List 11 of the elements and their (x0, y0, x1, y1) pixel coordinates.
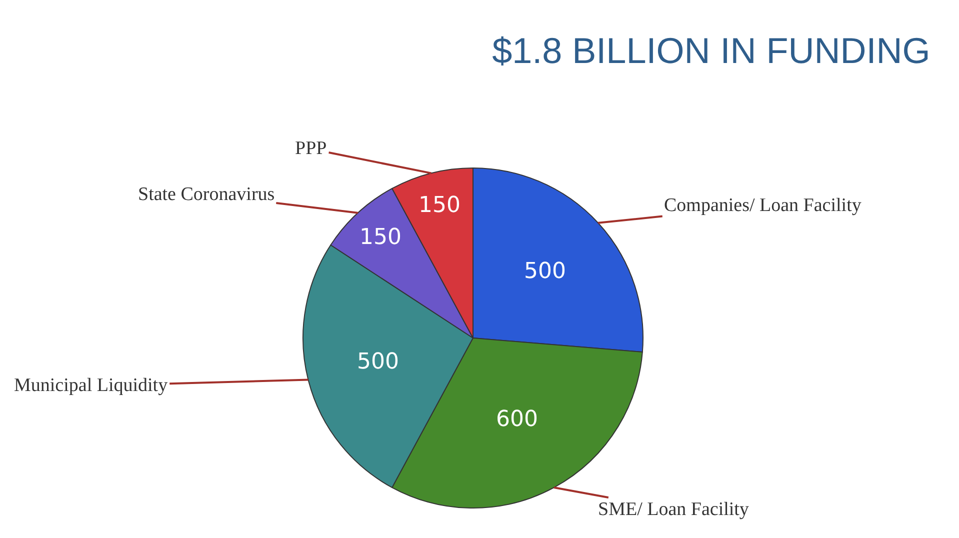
slice-label: SME/ Loan Facility (598, 499, 750, 520)
slice-label: Companies/ Loan Facility (664, 195, 862, 216)
data-label: 600 (496, 406, 538, 432)
chart-title: $1.8 BILLION IN FUNDING (492, 30, 930, 71)
slice-label: State Coronavirus (138, 184, 275, 205)
data-label: 500 (524, 259, 566, 284)
slice-label: Municipal Liquidity (14, 375, 168, 396)
data-label: 150 (360, 225, 402, 250)
data-label: 150 (418, 193, 460, 218)
data-label: 500 (357, 350, 400, 375)
slice-label: PPP (295, 138, 327, 159)
